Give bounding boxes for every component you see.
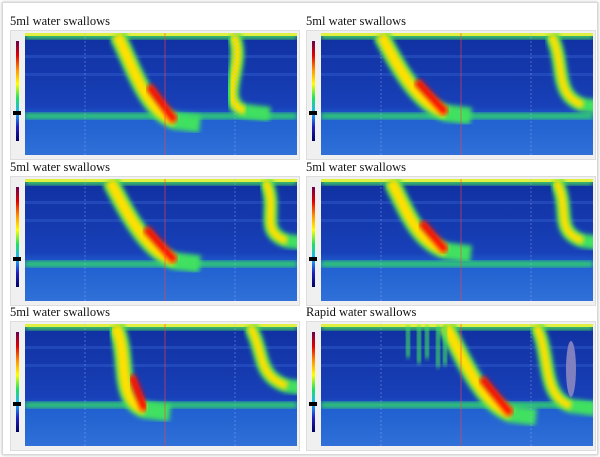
rapid-swallow-mark <box>443 326 447 365</box>
rapid-swallow-mark <box>417 326 421 363</box>
pressure-topography-plot <box>10 30 300 160</box>
manometry-panel: 5ml water swallows <box>306 18 596 160</box>
pressure-color-scale <box>13 181 22 301</box>
panel-title: 5ml water swallows <box>10 305 110 320</box>
pressure-topography-plot <box>10 176 300 306</box>
pressure-topography-plot <box>306 30 596 160</box>
manometry-panel: Rapid water swallows <box>306 309 596 451</box>
pressure-color-scale <box>309 181 318 301</box>
scale-marker <box>309 111 317 115</box>
scale-marker <box>13 257 21 261</box>
artifact-region <box>566 341 576 397</box>
pressure-heatmap <box>321 324 593 446</box>
pressure-heatmap <box>25 179 297 301</box>
manometry-panel: 5ml water swallows <box>10 18 300 160</box>
panel-title: Rapid water swallows <box>306 305 416 320</box>
rapid-swallow-mark <box>406 326 410 358</box>
manometry-panel: 5ml water swallows <box>10 164 300 306</box>
les-band <box>321 402 593 408</box>
pressure-color-scale <box>13 326 22 446</box>
pressure-color-scale <box>309 35 318 155</box>
pressure-color-scale <box>13 35 22 155</box>
panel-title: 5ml water swallows <box>10 14 110 29</box>
les-band <box>321 261 593 267</box>
pressure-heatmap <box>321 33 593 155</box>
pressure-topography-plot <box>306 321 596 451</box>
manometry-panel: 5ml water swallows <box>306 164 596 306</box>
panel-title: 5ml water swallows <box>10 160 110 175</box>
panel-title: 5ml water swallows <box>306 160 406 175</box>
pressure-heatmap <box>25 324 297 446</box>
manometry-panel: 5ml water swallows <box>10 309 300 451</box>
rapid-swallow-mark <box>425 326 429 358</box>
rapid-swallow-mark <box>436 326 440 367</box>
pressure-color-scale <box>309 326 318 446</box>
pressure-heatmap <box>25 33 297 155</box>
scale-marker <box>309 257 317 261</box>
panel-title: 5ml water swallows <box>306 14 406 29</box>
scale-marker <box>309 402 317 406</box>
scale-marker <box>13 111 21 115</box>
scale-marker <box>13 402 21 406</box>
pressure-heatmap <box>321 179 593 301</box>
pressure-topography-plot <box>10 321 300 451</box>
pressure-topography-plot <box>306 176 596 306</box>
